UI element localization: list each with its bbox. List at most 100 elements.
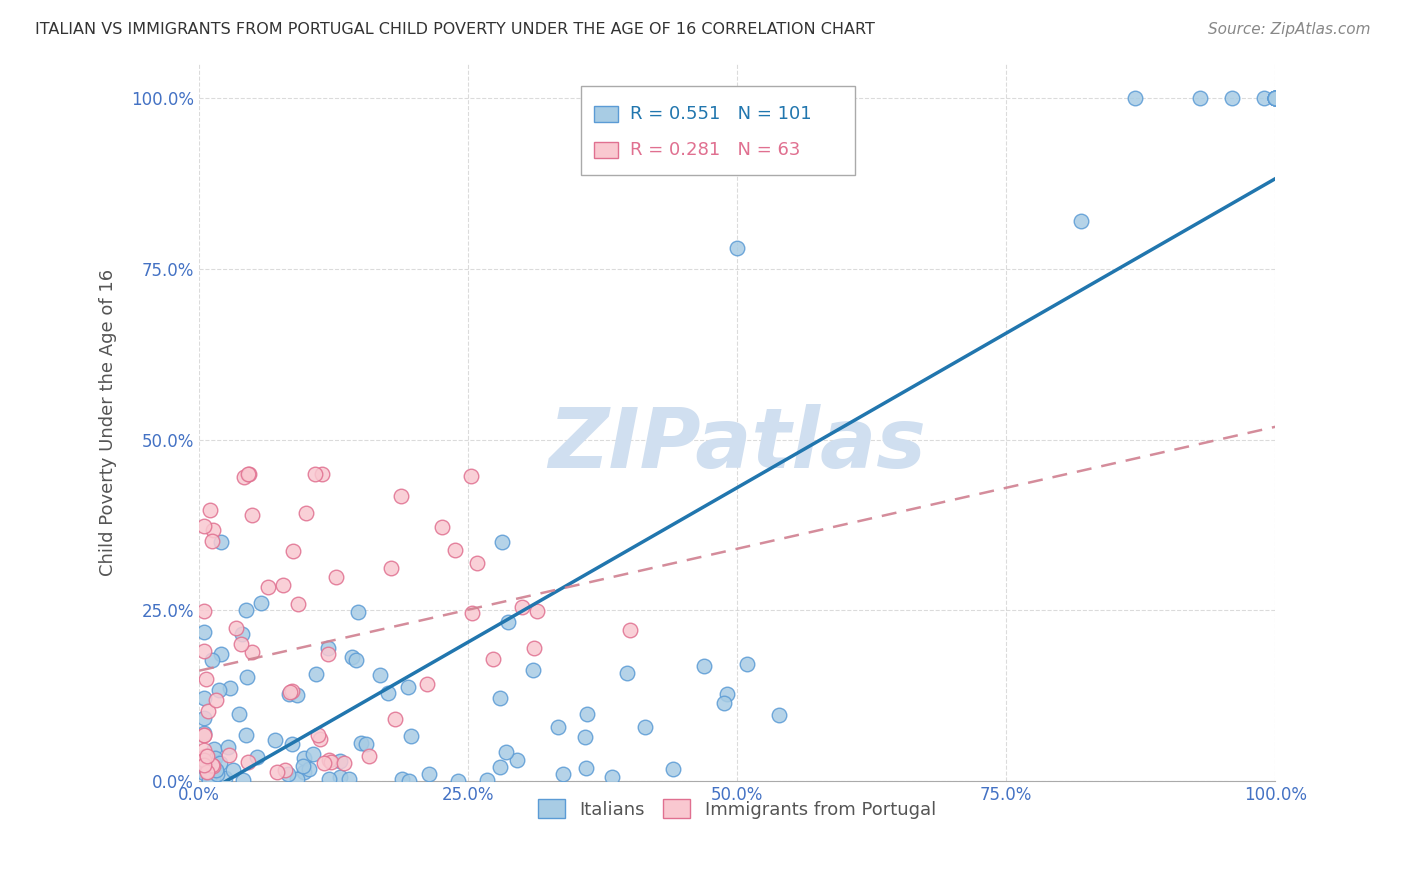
Point — [1264, 91, 1286, 105]
Point — [193, 604, 215, 618]
Point — [1123, 91, 1146, 105]
Point — [273, 578, 295, 592]
Point — [482, 652, 505, 666]
Point — [209, 535, 232, 549]
Point — [204, 751, 226, 765]
Point — [292, 765, 315, 780]
Point — [491, 535, 513, 549]
Point — [287, 772, 309, 786]
Point — [350, 736, 373, 750]
Point — [194, 748, 217, 763]
Point — [309, 732, 332, 747]
Point — [235, 728, 257, 742]
Point — [318, 647, 340, 661]
Point — [201, 754, 224, 768]
Point — [1264, 91, 1286, 105]
Point — [575, 761, 598, 775]
Point — [256, 580, 278, 594]
Point — [205, 763, 228, 777]
Text: ZIPatlas: ZIPatlas — [548, 403, 927, 484]
Point — [295, 506, 318, 520]
Point — [477, 773, 499, 788]
Point — [205, 693, 228, 707]
Point — [193, 711, 215, 725]
Point — [231, 627, 253, 641]
Point — [278, 685, 301, 699]
Point — [307, 727, 329, 741]
Point — [551, 767, 574, 781]
Point — [344, 653, 367, 667]
Point — [238, 467, 260, 481]
Point — [1264, 91, 1286, 105]
Point — [250, 596, 273, 610]
Point — [195, 749, 218, 764]
Point — [1220, 91, 1243, 105]
Point — [523, 640, 546, 655]
Point — [197, 773, 219, 788]
Point — [201, 772, 224, 787]
Point — [200, 503, 222, 517]
Point — [574, 730, 596, 744]
Point — [201, 772, 224, 787]
Y-axis label: Child Poverty Under the Age of 16: Child Poverty Under the Age of 16 — [100, 269, 117, 576]
Point — [398, 773, 420, 788]
Point — [217, 740, 239, 755]
Point — [430, 519, 453, 533]
Point — [246, 750, 269, 764]
Point — [281, 544, 304, 558]
Point — [209, 647, 232, 661]
Point — [222, 763, 245, 777]
Point — [238, 467, 260, 481]
Point — [193, 766, 215, 780]
Point — [278, 688, 301, 702]
Point — [274, 763, 297, 777]
Point — [522, 663, 544, 677]
Point — [229, 637, 252, 651]
Point — [713, 697, 735, 711]
Point — [316, 640, 339, 655]
Point — [662, 762, 685, 776]
Point — [264, 732, 287, 747]
Point — [233, 470, 256, 484]
Point — [193, 758, 215, 772]
Point — [193, 764, 215, 779]
Point — [201, 759, 224, 773]
Point — [292, 751, 315, 765]
Point — [193, 753, 215, 767]
Point — [1264, 91, 1286, 105]
Point — [465, 556, 488, 570]
Point — [354, 737, 377, 751]
Point — [634, 719, 657, 733]
Point — [287, 597, 309, 611]
FancyBboxPatch shape — [581, 86, 855, 175]
Point — [461, 606, 484, 620]
Point — [526, 603, 548, 617]
Point — [277, 766, 299, 780]
Point — [768, 708, 790, 723]
Point — [319, 756, 342, 770]
Point — [193, 624, 215, 639]
Point — [240, 645, 263, 659]
Point — [235, 603, 257, 617]
Point — [616, 666, 638, 681]
Point — [337, 772, 360, 786]
Point — [193, 743, 215, 757]
Point — [329, 755, 352, 769]
Point — [619, 624, 641, 638]
Point — [208, 682, 231, 697]
Point — [368, 667, 391, 681]
Point — [416, 677, 439, 691]
Point — [240, 508, 263, 522]
Point — [266, 765, 288, 780]
Point — [447, 774, 470, 789]
Point — [489, 690, 512, 705]
Point — [384, 712, 406, 726]
Point — [208, 756, 231, 770]
Point — [205, 763, 228, 777]
Point — [396, 681, 419, 695]
Point — [318, 772, 340, 786]
Point — [193, 643, 215, 657]
Point — [280, 738, 302, 752]
Point — [197, 704, 219, 718]
Point — [340, 650, 363, 665]
